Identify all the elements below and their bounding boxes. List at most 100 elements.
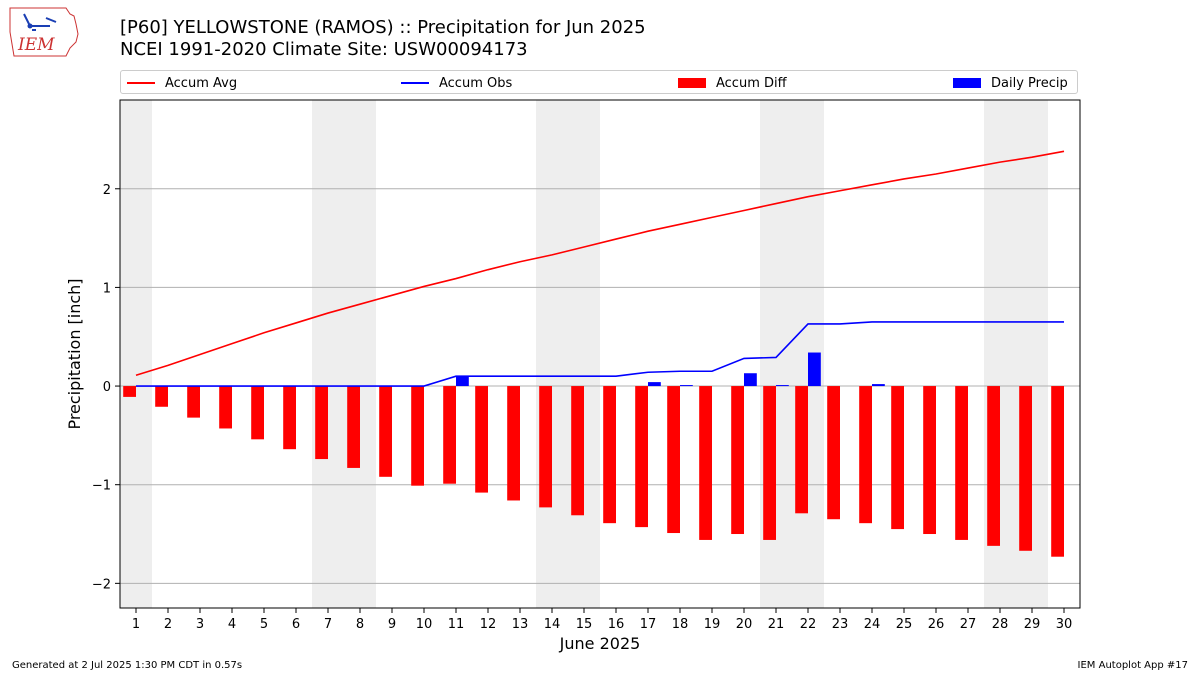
x-tick-label: 4 bbox=[228, 617, 236, 632]
y-tick-label: −1 bbox=[92, 479, 111, 494]
legend-item-accum-avg: Accum Avg bbox=[127, 74, 237, 92]
x-tick-label: 7 bbox=[324, 617, 332, 632]
y-axis-label: Precipitation [inch] bbox=[65, 278, 84, 429]
weekend-shading bbox=[312, 100, 344, 608]
legend-swatch-accum-avg bbox=[127, 82, 155, 84]
x-tick-label: 20 bbox=[736, 617, 753, 632]
accum-diff-bar bbox=[539, 386, 552, 508]
daily-precip-bar bbox=[456, 376, 469, 387]
legend-label-accum-diff: Accum Diff bbox=[716, 75, 787, 91]
legend-item-accum-diff: Accum Diff bbox=[678, 74, 787, 92]
y-tick-label: 2 bbox=[103, 183, 111, 198]
accum-diff-bar bbox=[571, 386, 584, 516]
x-tick-label: 1 bbox=[132, 617, 140, 632]
legend: Accum Avg Accum Obs Accum Diff Daily Pre… bbox=[120, 70, 1078, 94]
accum-diff-bar bbox=[507, 386, 520, 501]
accum-diff-bar bbox=[219, 386, 232, 429]
y-tick-label: 0 bbox=[103, 380, 111, 395]
weekend-shading bbox=[344, 100, 376, 608]
x-tick-label: 11 bbox=[448, 617, 465, 632]
x-tick-label: 25 bbox=[896, 617, 913, 632]
x-tick-label: 6 bbox=[292, 617, 300, 632]
legend-label-accum-avg: Accum Avg bbox=[165, 75, 238, 91]
accum-diff-bar bbox=[123, 386, 136, 397]
accum-diff-bar bbox=[1019, 386, 1032, 551]
x-tick-label: 29 bbox=[1024, 617, 1041, 632]
accum-diff-bar bbox=[955, 386, 968, 540]
accum-diff-bar bbox=[987, 386, 1000, 546]
legend-swatch-daily-precip bbox=[953, 78, 981, 88]
accum-obs-line bbox=[136, 321, 1064, 387]
generated-timestamp: Generated at 2 Jul 2025 1:30 PM CDT in 0… bbox=[12, 660, 243, 671]
x-tick-label: 23 bbox=[832, 617, 849, 632]
x-tick-label: 17 bbox=[640, 617, 657, 632]
x-tick-label: 5 bbox=[260, 617, 268, 632]
x-tick-label: 2 bbox=[164, 617, 172, 632]
x-tick-label: 10 bbox=[416, 617, 433, 632]
app-credit: IEM Autoplot App #17 bbox=[1077, 660, 1188, 671]
weekend-shading bbox=[120, 100, 152, 608]
x-tick-label: 3 bbox=[196, 617, 204, 632]
accum-diff-bar bbox=[891, 386, 904, 530]
accum-diff-bar bbox=[1051, 386, 1064, 557]
legend-swatch-accum-diff bbox=[678, 78, 706, 88]
x-tick-label: 30 bbox=[1056, 617, 1073, 632]
x-tick-label: 14 bbox=[544, 617, 561, 632]
daily-precip-bar bbox=[648, 382, 661, 387]
x-axis-label: June 2025 bbox=[559, 634, 641, 653]
accum-diff-bar bbox=[155, 386, 168, 407]
accum-diff-bar bbox=[187, 386, 200, 418]
daily-precip-bar bbox=[808, 352, 821, 387]
accum-diff-bar bbox=[475, 386, 488, 493]
accum-diff-bar bbox=[667, 386, 680, 534]
chart-title: [P60] YELLOWSTONE (RAMOS) :: Precipitati… bbox=[120, 17, 646, 38]
x-tick-label: 19 bbox=[704, 617, 721, 632]
accum-diff-bar bbox=[795, 386, 808, 514]
plot-frame bbox=[119, 99, 1081, 609]
weekend-shading bbox=[536, 100, 568, 608]
daily-precip-bar bbox=[776, 385, 789, 387]
daily-precip-bar bbox=[680, 385, 693, 387]
x-tick-label: 28 bbox=[992, 617, 1009, 632]
x-tick-label: 26 bbox=[928, 617, 945, 632]
x-tick-label: 15 bbox=[576, 617, 593, 632]
x-tick-label: 24 bbox=[864, 617, 881, 632]
x-tick-label: 13 bbox=[512, 617, 529, 632]
y-tick-label: −2 bbox=[92, 577, 111, 592]
accum-diff-bar bbox=[859, 386, 872, 524]
accum-diff-bar bbox=[251, 386, 264, 440]
accum-diff-bar bbox=[603, 386, 616, 524]
accum-diff-bar bbox=[315, 386, 328, 460]
accum-diff-bar bbox=[347, 386, 360, 468]
x-tick-label: 18 bbox=[672, 617, 689, 632]
accum-diff-bar bbox=[411, 386, 424, 486]
x-tick-label: 22 bbox=[800, 617, 817, 632]
chart-subtitle: NCEI 1991-2020 Climate Site: USW00094173 bbox=[120, 39, 528, 60]
accum-diff-bar bbox=[443, 386, 456, 484]
legend-label-accum-obs: Accum Obs bbox=[439, 75, 513, 91]
accum-diff-bar bbox=[763, 386, 776, 540]
iem-logo: IEM bbox=[9, 7, 79, 57]
weekend-shading bbox=[568, 100, 600, 608]
accum-diff-bar bbox=[635, 386, 648, 528]
weather-vane-icon bbox=[23, 13, 57, 31]
legend-label-daily-precip: Daily Precip bbox=[991, 75, 1068, 91]
x-tick-label: 27 bbox=[960, 617, 977, 632]
legend-swatch-accum-obs bbox=[401, 82, 429, 84]
x-tick-label: 21 bbox=[768, 617, 785, 632]
accum-avg-line bbox=[135, 150, 1065, 376]
accum-diff-bar bbox=[731, 386, 744, 535]
y-tick-label: 1 bbox=[103, 281, 111, 296]
accum-diff-bar bbox=[699, 386, 712, 540]
x-tick-label: 12 bbox=[480, 617, 497, 632]
accum-diff-bar bbox=[923, 386, 936, 535]
logo-text: IEM bbox=[17, 35, 55, 55]
accum-diff-bar bbox=[283, 386, 296, 450]
daily-precip-bar bbox=[744, 373, 757, 387]
accum-diff-bar bbox=[827, 386, 840, 520]
legend-item-daily-precip: Daily Precip bbox=[953, 74, 1068, 92]
legend-item-accum-obs: Accum Obs bbox=[401, 74, 512, 92]
x-tick-label: 16 bbox=[608, 617, 625, 632]
accum-diff-bar bbox=[379, 386, 392, 477]
